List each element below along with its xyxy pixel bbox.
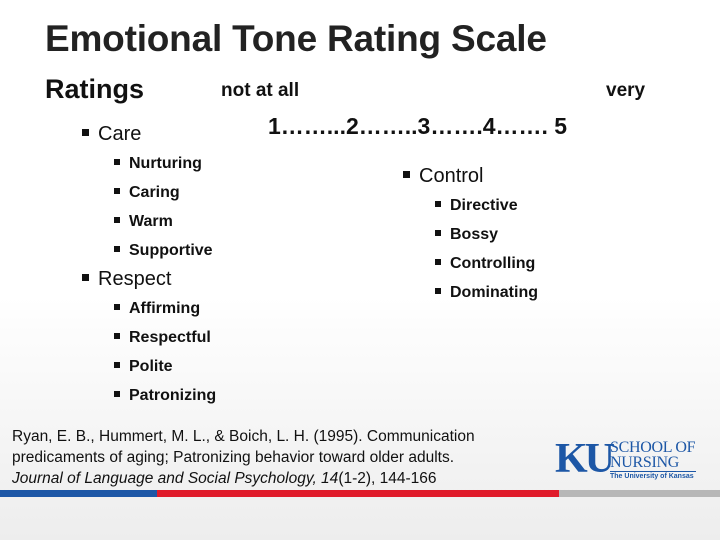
logo-school-line-2: NURSING xyxy=(610,454,680,471)
slide-title: Emotional Tone Rating Scale xyxy=(45,18,547,59)
ratings-label: Ratings xyxy=(45,74,145,104)
square-bullet-icon xyxy=(114,390,120,397)
citation-pages: (1-2), 144-166 xyxy=(338,470,437,487)
list-item-control: Control xyxy=(403,162,538,191)
category-label: Care xyxy=(98,123,142,145)
list-item: Directive xyxy=(403,191,538,220)
list-item-care: Care xyxy=(82,120,216,149)
square-bullet-icon xyxy=(114,332,120,339)
category-label: Control xyxy=(419,165,484,187)
square-bullet-icon xyxy=(114,216,120,223)
list-item: Respectful xyxy=(82,323,216,352)
item-label: Polite xyxy=(129,358,173,375)
citation-journal: Journal of Language and Social Psycholog… xyxy=(12,470,339,487)
square-bullet-icon xyxy=(435,229,441,236)
list-item: Warm xyxy=(82,207,216,236)
logo-school-name: SCHOOL OF NURSING xyxy=(610,439,696,471)
item-label: Directive xyxy=(450,197,518,214)
right-bullet-list: Control Directive Bossy Controlling Domi… xyxy=(403,162,538,307)
ku-nursing-logo: KU SCHOOL OF NURSING The University of K… xyxy=(555,437,705,485)
square-bullet-icon xyxy=(114,187,120,194)
list-item: Dominating xyxy=(403,278,538,307)
category-label: Respect xyxy=(98,268,172,290)
logo-ku-letters: KU xyxy=(555,436,615,482)
item-label: Dominating xyxy=(450,284,538,301)
citation: Ryan, E. B., Hummert, M. L., & Boich, L.… xyxy=(12,426,557,489)
citation-line-1: Ryan, E. B., Hummert, M. L., & Boich, L.… xyxy=(12,428,475,445)
list-item: Affirming xyxy=(82,294,216,323)
list-item: Polite xyxy=(82,352,216,381)
square-bullet-icon xyxy=(82,129,89,137)
logo-school-line-1: SCHOOL OF xyxy=(610,439,696,456)
logo-divider xyxy=(610,471,696,472)
scale-high-label: very xyxy=(606,80,646,101)
list-item: Nurturing xyxy=(82,149,216,178)
square-bullet-icon xyxy=(114,361,120,368)
square-bullet-icon xyxy=(114,245,120,252)
item-label: Caring xyxy=(129,184,180,201)
item-label: Bossy xyxy=(450,226,499,243)
square-bullet-icon xyxy=(435,200,441,207)
square-bullet-icon xyxy=(435,287,441,294)
item-label: Controlling xyxy=(450,255,536,272)
item-label: Supportive xyxy=(129,242,213,259)
item-label: Warm xyxy=(129,213,173,230)
list-item: Patronizing xyxy=(82,381,216,410)
item-label: Nurturing xyxy=(129,155,202,172)
footer-bar-blue xyxy=(0,490,157,497)
list-item: Controlling xyxy=(403,249,538,278)
list-item: Supportive xyxy=(82,236,216,265)
logo-university: The University of Kansas xyxy=(610,473,694,480)
footer-bar-gray xyxy=(559,490,720,497)
item-label: Patronizing xyxy=(129,387,217,404)
list-item: Bossy xyxy=(403,220,538,249)
scale-numbers: 1……...2……..3…….4……. 5 xyxy=(268,113,568,139)
list-item: Caring xyxy=(82,178,216,207)
square-bullet-icon xyxy=(114,158,120,165)
square-bullet-icon xyxy=(435,258,441,265)
citation-line-2: predicaments of aging; Patronizing behav… xyxy=(12,449,455,466)
item-label: Affirming xyxy=(129,300,201,317)
square-bullet-icon xyxy=(82,274,89,282)
square-bullet-icon xyxy=(403,171,410,179)
left-bullet-list: Care Nurturing Caring Warm Supportive Re… xyxy=(82,120,216,410)
item-label: Respectful xyxy=(129,329,211,346)
list-item-respect: Respect xyxy=(82,265,216,294)
scale-low-label: not at all xyxy=(221,80,300,101)
square-bullet-icon xyxy=(114,303,120,310)
footer-bar-red xyxy=(157,490,559,497)
